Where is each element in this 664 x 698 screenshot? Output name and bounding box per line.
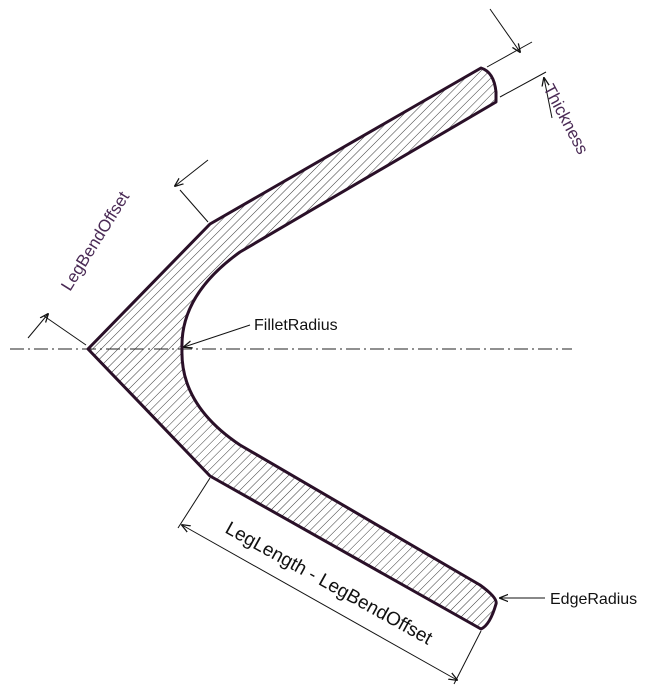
thickness-label: Thickness xyxy=(539,81,592,157)
leg-bend-offset-dimension xyxy=(27,159,209,346)
thickness-dimension xyxy=(486,8,553,119)
edge-radius-label: EdgeRadius xyxy=(550,591,637,608)
fillet-radius-leader xyxy=(184,324,251,347)
leg-bend-offset-label: LegBendOffset xyxy=(57,188,133,294)
leg-length-dimension xyxy=(177,477,482,685)
fillet-radius-label: FilletRadius xyxy=(254,317,338,334)
